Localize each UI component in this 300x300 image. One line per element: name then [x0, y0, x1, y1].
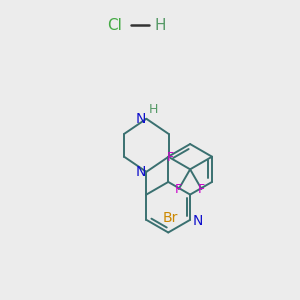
Text: N: N [192, 214, 203, 228]
Text: N: N [136, 112, 146, 126]
Text: H: H [155, 18, 166, 33]
Text: Br: Br [163, 212, 178, 225]
Text: F: F [167, 152, 174, 164]
Text: F: F [175, 182, 182, 196]
Text: Cl: Cl [107, 18, 122, 33]
Text: N: N [136, 165, 146, 179]
Text: H: H [149, 103, 158, 116]
Text: F: F [198, 182, 205, 196]
